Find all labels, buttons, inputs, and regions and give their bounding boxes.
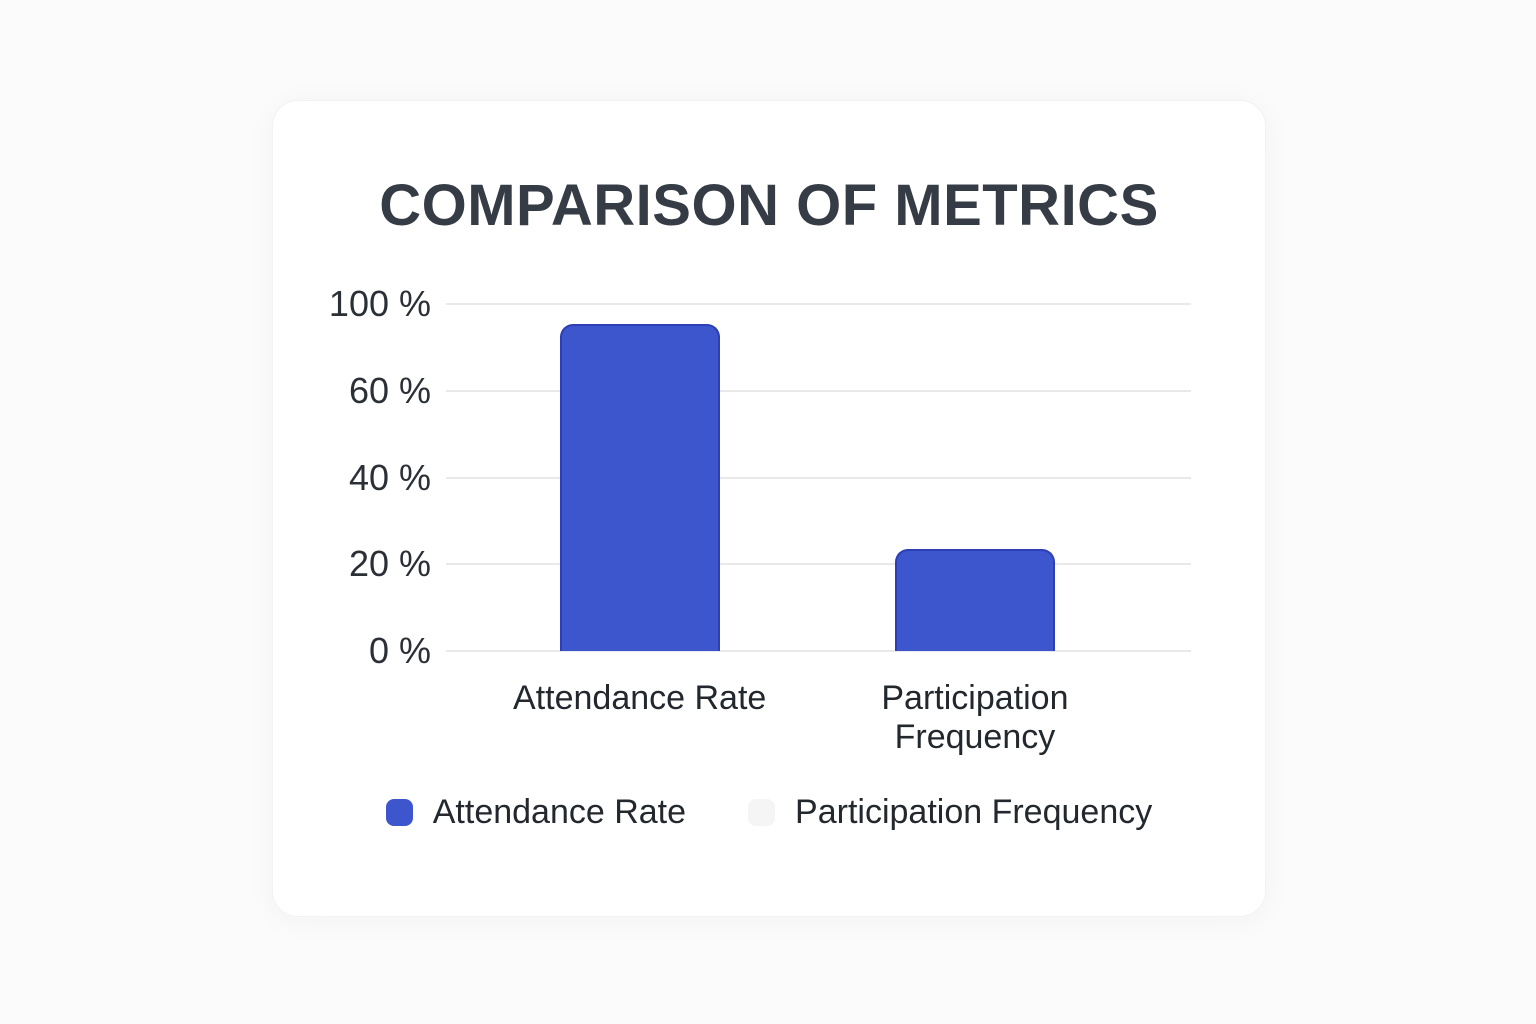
chart-title: COMPARISON OF METRICS [379,173,1159,238]
gridline-100 [446,303,1191,305]
y-tick-label: 100 % [328,283,431,324]
x-axis: Attendance Rate Participation Frequency [446,679,1191,769]
gridline-0 [446,650,1191,652]
bar-attendance-rate[interactable] [559,324,720,651]
x-category-label: Participation Frequency [881,679,1069,756]
bar-participation-frequency[interactable] [894,549,1055,651]
y-tick-label: 60 % [348,369,431,411]
legend-swatch [748,799,776,826]
y-axis: 100 % 60 % 40 % 20 % 0 % [273,283,431,671]
y-tick-label: 40 % [348,456,431,498]
chart-card: COMPARISON OF METRICS 100 % 60 % 40 % 20… [272,100,1266,917]
legend-label: Participation Frequency [795,793,1153,831]
legend-item-attendance-rate[interactable]: Attendance Rate [385,793,687,832]
y-tick-label: 0 % [368,630,431,671]
x-category-label: Attendance Rate [513,679,767,717]
legend-item-participation-frequency[interactable]: Participation Frequency [748,793,1152,832]
legend: Attendance Rate Participation Frequency [273,793,1265,832]
legend-swatch [385,799,413,826]
plot-area [446,303,1191,652]
y-tick-label: 20 % [348,543,431,585]
gridline-60 [446,389,1191,392]
legend-label: Attendance Rate [432,793,687,831]
gridline-40 [446,476,1191,479]
gridline-20 [446,563,1191,566]
